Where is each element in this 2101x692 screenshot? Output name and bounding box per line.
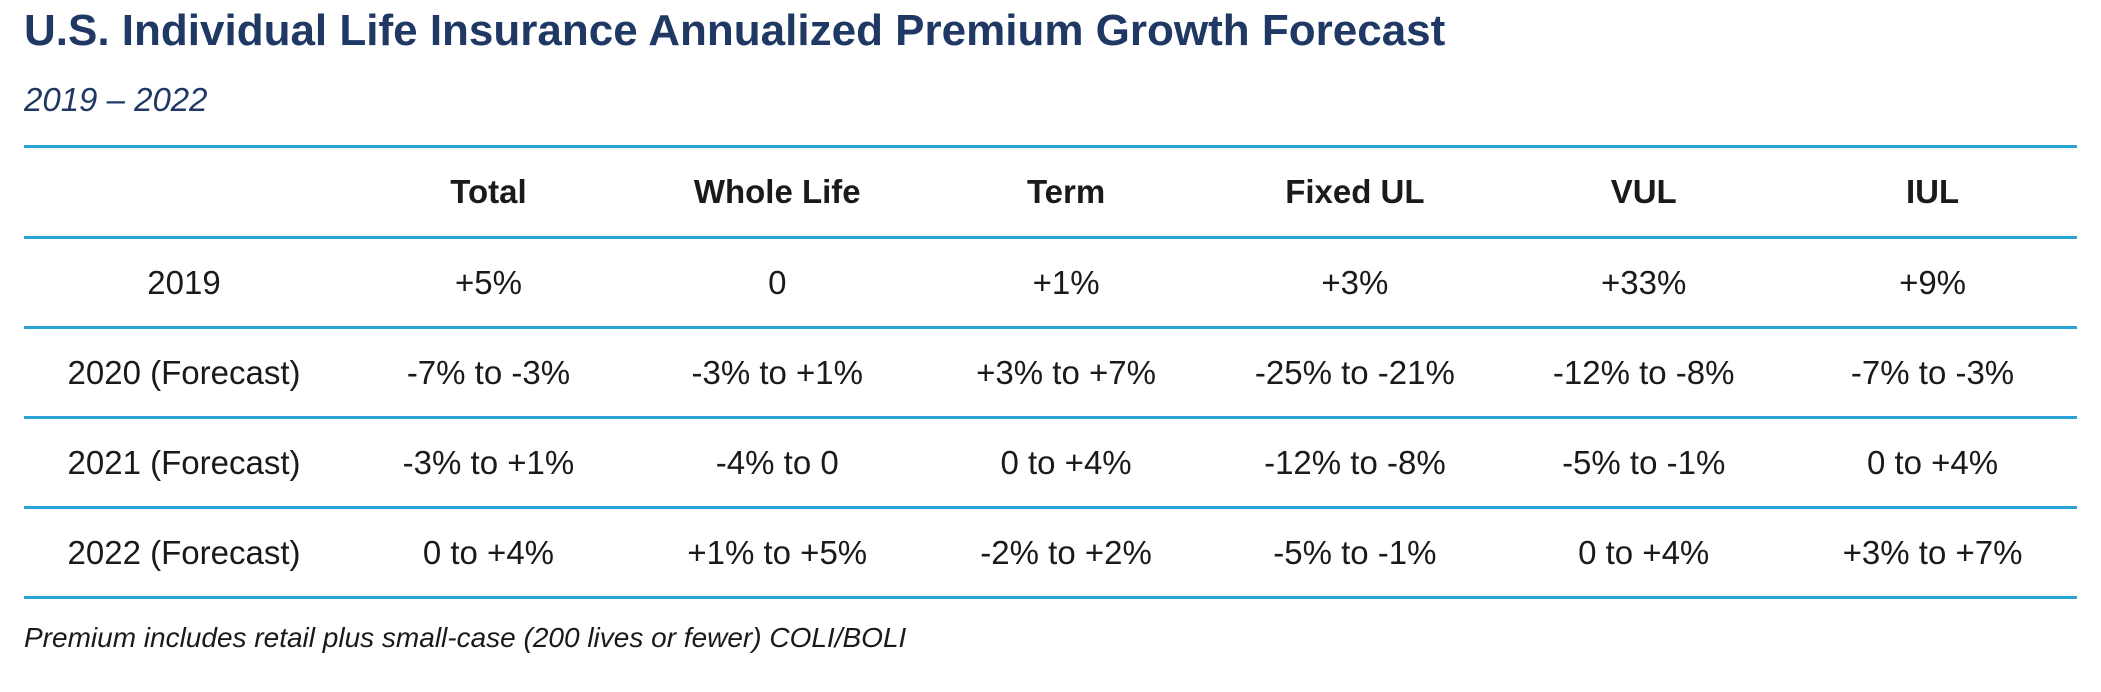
fixed-ul-cell: -5% to -1%	[1210, 506, 1500, 599]
iul-cell: +3% to +7%	[1788, 506, 2077, 599]
vul-cell: 0 to +4%	[1499, 506, 1789, 599]
header-total: Total	[344, 145, 633, 238]
vul-cell: -5% to -1%	[1499, 416, 1789, 508]
table-row: 2020 (Forecast) -7% to -3% -3% to +1% +3…	[24, 326, 2077, 418]
term-cell: 0 to +4%	[921, 416, 1211, 508]
fixed-ul-cell: -25% to -21%	[1210, 326, 1500, 418]
header-term: Term	[921, 145, 1211, 238]
total-cell: +5%	[344, 236, 633, 328]
term-cell: +3% to +7%	[921, 326, 1211, 418]
vul-cell: -12% to -8%	[1499, 326, 1789, 418]
term-cell: +1%	[921, 236, 1211, 328]
fixed-ul-cell: -12% to -8%	[1210, 416, 1500, 508]
whole-life-cell: 0	[632, 236, 922, 328]
table-row: 2019 +5% 0 +1% +3% +33% +9%	[24, 236, 2077, 328]
header-vul: VUL	[1499, 145, 1789, 238]
footnote: Premium includes retail plus small-case …	[24, 622, 907, 653]
page-subtitle: 2019 – 2022	[24, 81, 208, 118]
iul-cell: 0 to +4%	[1788, 416, 2077, 508]
row-year-cell: 2021 (Forecast)	[24, 416, 345, 508]
total-cell: -3% to +1%	[344, 416, 633, 508]
vul-cell: +33%	[1499, 236, 1789, 328]
forecast-table: Total Whole Life Term Fixed UL VUL IUL 2…	[24, 145, 2077, 599]
header-whole-life: Whole Life	[632, 145, 922, 238]
table-row: 2021 (Forecast) -3% to +1% -4% to 0 0 to…	[24, 416, 2077, 508]
header-fixed-ul: Fixed UL	[1210, 145, 1500, 238]
iul-cell: +9%	[1788, 236, 2077, 328]
row-year-cell: 2022 (Forecast)	[24, 506, 345, 599]
whole-life-cell: -3% to +1%	[632, 326, 922, 418]
table-row: 2022 (Forecast) 0 to +4% +1% to +5% -2% …	[24, 506, 2077, 599]
row-year-cell: 2019	[24, 236, 345, 328]
table-header-row: Total Whole Life Term Fixed UL VUL IUL	[24, 145, 2077, 238]
total-cell: -7% to -3%	[344, 326, 633, 418]
whole-life-cell: +1% to +5%	[632, 506, 922, 599]
term-cell: -2% to +2%	[921, 506, 1211, 599]
total-cell: 0 to +4%	[344, 506, 633, 599]
row-year-cell: 2020 (Forecast)	[24, 326, 345, 418]
iul-cell: -7% to -3%	[1788, 326, 2077, 418]
page-title: U.S. Individual Life Insurance Annualize…	[24, 6, 1446, 55]
whole-life-cell: -4% to 0	[632, 416, 922, 508]
fixed-ul-cell: +3%	[1210, 236, 1500, 328]
header-year	[24, 145, 345, 238]
header-iul: IUL	[1788, 145, 2077, 238]
